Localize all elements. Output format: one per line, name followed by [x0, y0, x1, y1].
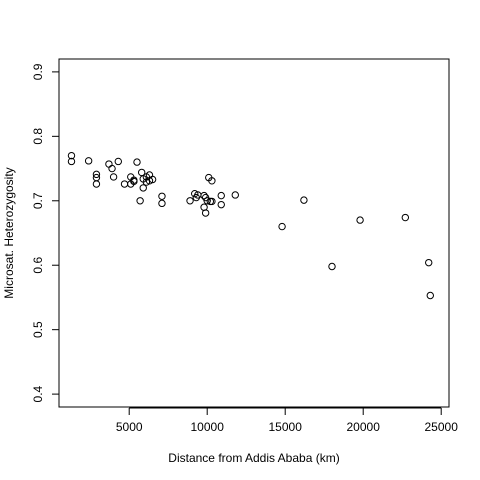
data-point [148, 175, 157, 184]
y-tick-label: 0.7 [31, 192, 45, 209]
data-point [425, 258, 433, 267]
data-point [136, 197, 144, 205]
data-point [67, 157, 76, 166]
data-points [67, 151, 434, 300]
data-point [109, 173, 118, 181]
data-point [67, 151, 76, 160]
data-point [105, 160, 113, 168]
plot-frame [58, 58, 450, 408]
data-point [108, 164, 116, 173]
data-point [208, 197, 216, 206]
data-point [231, 191, 239, 199]
x-tick-label: 15000 [269, 420, 303, 434]
data-point [158, 199, 166, 208]
data-point [300, 196, 308, 204]
data-point [201, 209, 210, 217]
data-point [158, 192, 166, 200]
data-point [278, 222, 286, 231]
x-tick-label: 25000 [425, 420, 459, 434]
data-point [426, 291, 434, 300]
data-point [130, 177, 138, 186]
data-point [328, 262, 336, 271]
x-axis: 5000 10000 15000 20000 25000 [116, 407, 459, 434]
data-point [139, 184, 147, 192]
y-tick-label: 0.5 [31, 321, 45, 338]
y-axis: 0.4 0.5 0.6 0.7 0.8 0.9 [31, 63, 60, 402]
data-point [186, 197, 194, 205]
data-point [203, 197, 211, 205]
y-tick-label: 0.8 [31, 128, 45, 145]
x-axis-label: Distance from Addis Ababa (km) [168, 451, 339, 465]
data-point [217, 191, 225, 200]
x-tick-label: 5000 [116, 420, 143, 434]
data-point [356, 216, 364, 224]
data-point [114, 157, 122, 166]
y-tick-label: 0.9 [31, 63, 45, 80]
y-tick-label: 0.4 [31, 385, 45, 402]
x-tick-label: 10000 [191, 420, 225, 434]
data-point [401, 213, 410, 222]
data-point [84, 157, 93, 165]
y-tick-label: 0.6 [31, 257, 45, 274]
y-axis-label: Microsat. Heterozygosity [2, 167, 16, 298]
data-point [120, 180, 129, 188]
x-tick-label: 20000 [347, 420, 381, 434]
data-point [133, 158, 141, 166]
data-point [208, 177, 216, 185]
data-point [92, 170, 101, 179]
data-point [217, 200, 225, 209]
data-point [92, 180, 101, 188]
